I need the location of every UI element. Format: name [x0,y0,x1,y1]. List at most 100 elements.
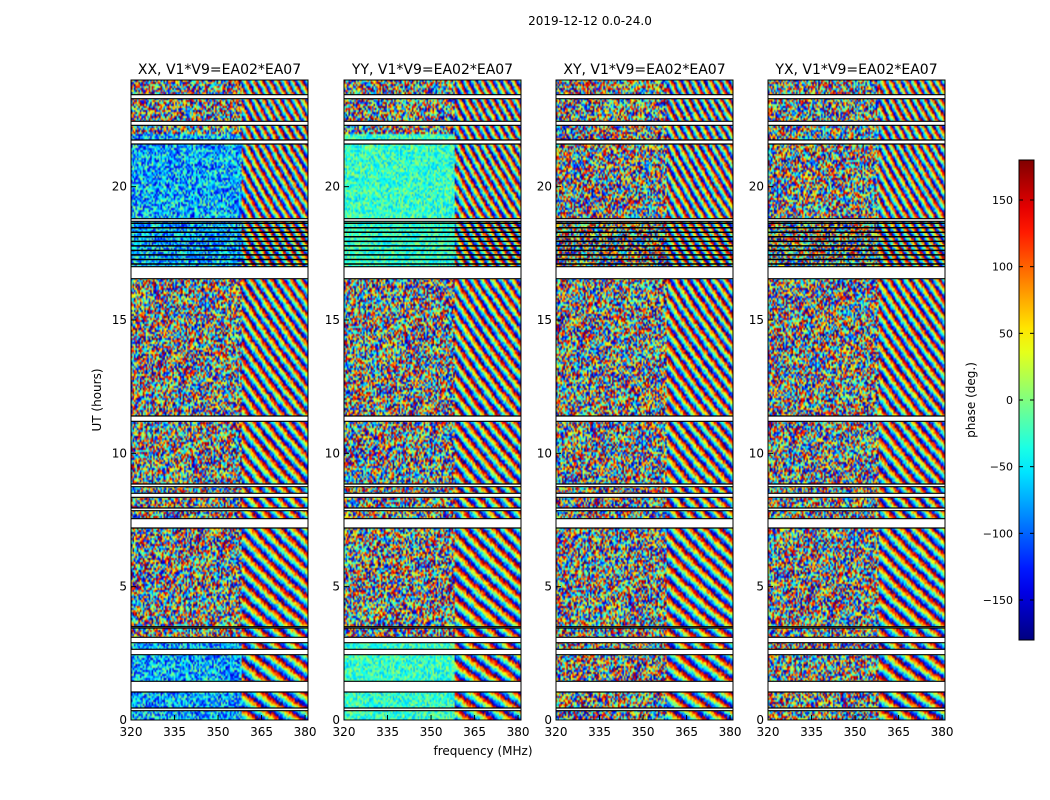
y-tick-label: 10 [112,446,127,460]
y-axis-label: UT (hours) [90,368,104,431]
x-tick-label: 380 [719,725,742,739]
panel-frame [767,79,946,721]
flagged-band [131,508,308,511]
flagged-band [344,484,521,487]
y-tick-label: 15 [537,313,552,327]
flagged-band [131,140,308,144]
panel-title: XX, V1*V9=EA02*EA07 [138,62,301,78]
flagged-band [768,508,945,511]
phase-heatmap [131,80,308,720]
x-tick-label: 365 [250,725,273,739]
x-tick-label: 380 [931,725,954,739]
flagged-band [556,416,733,422]
flagged-band [131,416,308,422]
panel-frame [130,79,309,721]
phase-heatmap [768,80,945,720]
x-tick-label: 380 [294,725,317,739]
flagged-band [768,681,945,692]
flagged-band [556,94,733,99]
y-tick-label: 20 [749,180,764,194]
flagged-band [768,218,945,222]
flagged-band [768,416,945,422]
flagged-band [131,626,308,628]
y-tick-label: 5 [119,580,127,594]
panel-title: XY, V1*V9=EA02*EA07 [563,62,725,78]
y-tick-label: 0 [119,713,127,727]
flagged-band [131,493,308,498]
flagged-band [556,708,733,711]
y-tick-label: 5 [544,580,552,594]
y-tick-label: 0 [544,713,552,727]
flagged-band [344,218,521,222]
flagged-band [556,121,733,126]
flagged-band [344,493,521,498]
y-tick-label: 5 [756,580,764,594]
flagged-band [131,484,308,487]
x-tick-label: 380 [507,725,530,739]
x-tick-label: 320 [333,725,356,739]
figure-suptitle: 2019-12-12 0.0-24.0 [528,14,652,28]
flagged-band [556,493,733,498]
colorbar-tick-label: −100 [983,527,1013,540]
x-tick-label: 335 [163,725,186,739]
flagged-band [556,484,733,487]
y-tick-label: 10 [537,446,552,460]
y-tick-label: 20 [537,180,552,194]
flagged-band [344,266,521,279]
x-tick-label: 320 [545,725,568,739]
flagged-band [344,121,521,126]
phase-heatmap [344,80,521,720]
flagged-band [344,626,521,628]
flagged-band [344,681,521,692]
flagged-band [344,708,521,711]
x-tick-label: 365 [463,725,486,739]
flagged-band [768,121,945,126]
flagged-band [344,140,521,144]
colorbar-tick-label: −50 [990,461,1013,474]
flagged-band [556,649,733,655]
colorbar-tick-label: 50 [999,327,1013,340]
x-tick-label: 350 [207,725,230,739]
flagged-band [556,626,733,628]
y-tick-label: 20 [325,180,340,194]
colorbar-tick-label: 150 [992,194,1013,207]
flagged-band [556,681,733,692]
flagged-band [768,140,945,144]
x-tick-label: 335 [800,725,823,739]
flagged-band [768,484,945,487]
panel-title: YX, V1*V9=EA02*EA07 [774,62,937,78]
flagged-band [344,637,521,643]
panel-1: YY, V1*V9=EA02*EA07 320 335 350 365 380 0 5 10 15… [325,62,530,739]
flagged-band [768,94,945,99]
y-tick-label: 10 [325,446,340,460]
flagged-band [556,508,733,511]
flagged-band [344,649,521,655]
flagged-band [556,218,733,222]
flagged-band [344,508,521,511]
phase-heatmap [556,80,733,720]
y-tick-label: 10 [749,446,764,460]
panel-frame [343,79,522,721]
flagged-band [768,708,945,711]
flagged-band [556,637,733,643]
colorbar-tick-label: 100 [992,261,1013,274]
colorbar-label: phase (deg.) [964,362,978,438]
x-tick-label: 320 [757,725,780,739]
y-tick-label: 0 [332,713,340,727]
flagged-band [131,637,308,643]
flagged-band [768,626,945,628]
colorbar-tick-label: 0 [1006,394,1013,407]
flagged-band [556,266,733,279]
x-tick-label: 365 [675,725,698,739]
y-tick-label: 15 [112,313,127,327]
flagged-band [556,518,733,528]
flagged-band [131,218,308,222]
x-tick-label: 350 [844,725,867,739]
flagged-band [344,416,521,422]
panel-frame [555,79,734,721]
x-tick-label: 365 [887,725,910,739]
flagged-band [344,94,521,99]
x-tick-label: 335 [588,725,611,739]
flagged-band [131,649,308,655]
